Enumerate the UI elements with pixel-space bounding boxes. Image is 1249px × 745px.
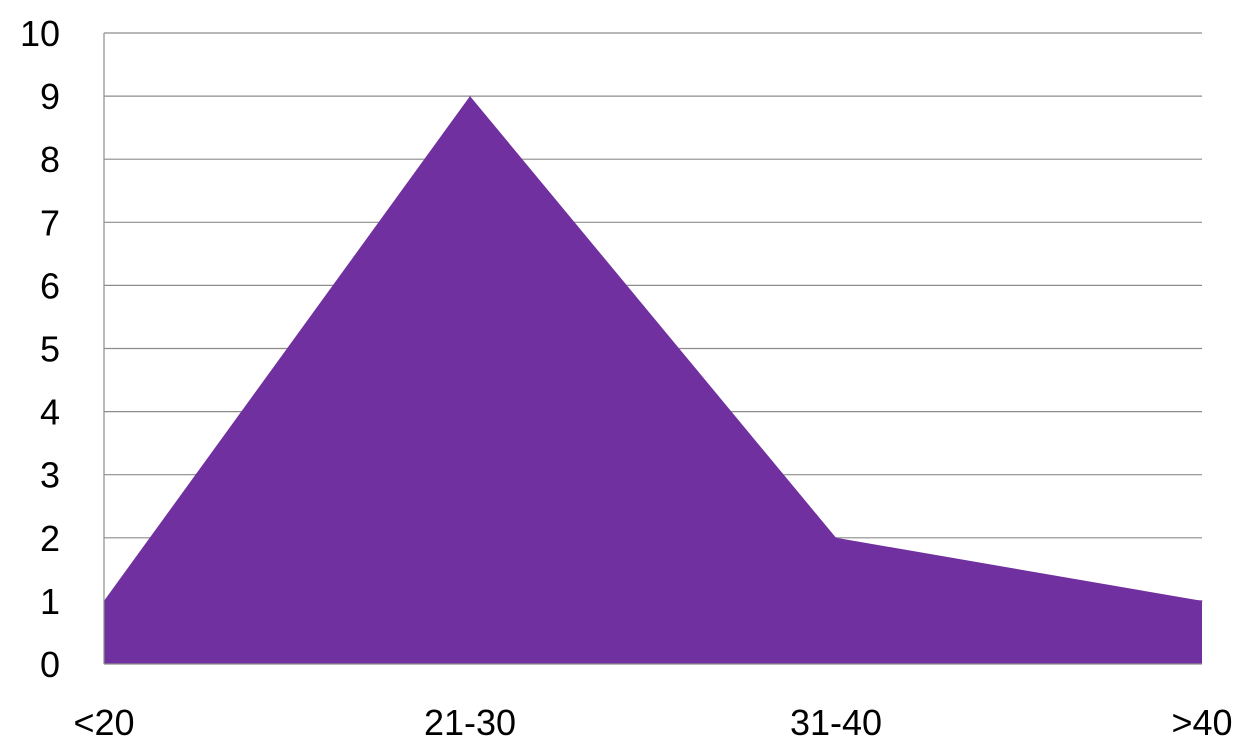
y-tick-label: 8	[40, 139, 60, 180]
area-series	[104, 96, 1202, 665]
y-tick-label: 3	[40, 455, 60, 496]
data-point-21-30	[469, 95, 471, 97]
y-axis-tick-labels: 0 1 2 3 4 5 6 7 8 9 10	[20, 13, 60, 685]
y-tick-label: 7	[40, 202, 60, 243]
x-tick-label: 31-40	[790, 702, 882, 743]
x-axis-tick-labels: <20 21-30 31-40 >40	[73, 702, 1232, 743]
y-tick-label: 10	[20, 13, 60, 54]
y-tick-label: 2	[40, 518, 60, 559]
x-tick-label: <20	[73, 702, 134, 743]
x-tick-label: >40	[1171, 702, 1232, 743]
axes	[103, 33, 1202, 665]
y-tick-label: 9	[40, 76, 60, 117]
y-tick-label: 5	[40, 329, 60, 370]
y-tick-label: 6	[40, 265, 60, 306]
x-tick-label: 21-30	[424, 702, 516, 743]
data-point->40	[1201, 600, 1203, 602]
plot-area	[103, 95, 1203, 665]
data-point-31-40	[835, 537, 837, 539]
y-tick-label: 4	[40, 392, 60, 433]
y-tick-label: 0	[40, 644, 60, 685]
y-tick-label: 1	[40, 581, 60, 622]
